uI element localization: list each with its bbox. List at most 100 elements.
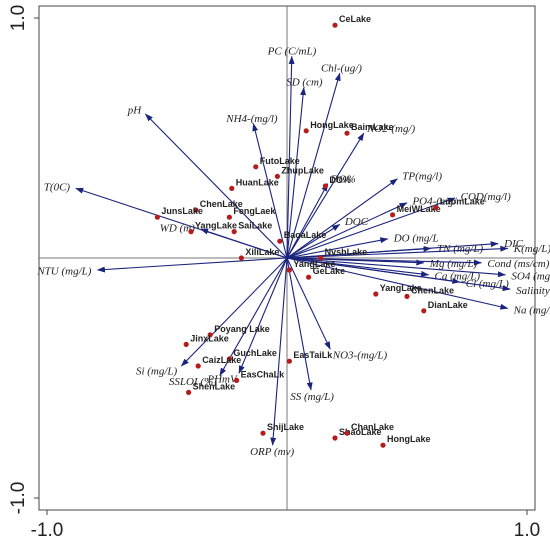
vector-label: Ca (mg/L) (435, 271, 481, 283)
site-point (433, 205, 439, 211)
vector-label: Cond (ms/cm) (487, 258, 549, 270)
site-point (286, 358, 292, 364)
vector-arrow (286, 245, 432, 259)
vector-label: Na (mg/L) (513, 305, 550, 317)
vector-label: Cl (mg/L) (466, 278, 509, 290)
vector-label: pH (127, 105, 143, 117)
vector-label: NO2-(mg/) (366, 123, 416, 135)
site-point (318, 255, 324, 261)
vector-arrow (200, 228, 288, 259)
vector-label: NO3-(mg/L) (332, 350, 388, 362)
vector-label: TP(mg/l) (402, 170, 442, 182)
site-label: EasTaiLk (293, 350, 333, 360)
site-label: JunsLake (161, 206, 203, 216)
site-label: ChenLake (200, 199, 243, 209)
site-point (154, 214, 160, 220)
vector-arrow (238, 257, 288, 374)
vector-label: NTU (mg/L) (36, 265, 91, 277)
site-label: YangLake (195, 221, 237, 231)
site-point (226, 214, 232, 220)
site-point (195, 363, 201, 369)
site-point (322, 183, 328, 189)
site-point (229, 185, 235, 191)
site-label: DO% (329, 175, 351, 185)
site-label: Poyang Lake (214, 324, 270, 334)
vector-arrow (286, 237, 389, 259)
vector-arrow (286, 55, 295, 259)
site-label: LuomLake (440, 197, 485, 207)
site-label: EasChaLk (241, 369, 286, 379)
vector-label: Mg (mg/L) (429, 258, 478, 270)
vector-arrow (286, 257, 509, 310)
site-point (303, 128, 309, 134)
site-point (390, 212, 396, 218)
x-tick-label: -1.0 (31, 520, 64, 541)
site-label: ChenLake (411, 285, 454, 295)
site-point (421, 308, 427, 314)
vector-label: DOC (344, 216, 369, 228)
vector-label: DO% (330, 173, 356, 185)
site-label: ShenLake (193, 381, 236, 391)
site-point (286, 267, 292, 273)
vector-label: COD(mg/l) (461, 191, 511, 203)
vector-label: NH4-(mg/l) (225, 113, 278, 125)
site-label: GeLake (313, 266, 346, 276)
site-point (344, 130, 350, 136)
vector-arrow (286, 257, 511, 292)
vector-label: SSLOI (%) (169, 376, 217, 388)
site-label: FutoLake (260, 156, 300, 166)
site-point (231, 229, 237, 235)
site-point (373, 291, 379, 297)
vector-arrow (286, 72, 341, 259)
vector-label: DIC (503, 238, 524, 250)
site-label: JinxLake (190, 333, 229, 343)
vector-label: Salinity (‰) (516, 285, 550, 297)
vector-arrow (286, 257, 331, 350)
site-label: NvshLake (325, 247, 368, 257)
site-point (226, 356, 232, 362)
vector-label: PHmV (206, 374, 238, 386)
site-point (260, 430, 266, 436)
vector-label: Chl-(ug/) (321, 62, 362, 74)
site-label: HongLake (387, 434, 431, 444)
vector-arrow (286, 257, 506, 278)
vector-arrow (270, 257, 288, 446)
site-point (207, 332, 213, 338)
site-label: DianLake (428, 300, 468, 310)
site-label: YangLake (293, 259, 335, 269)
vector-label: PC (C/mL) (267, 45, 317, 57)
vector-label: DO (mg/L (393, 233, 439, 245)
site-label: HongLake (310, 120, 354, 130)
site-point (234, 377, 240, 383)
vector-label: K(mg/L) (513, 243, 550, 255)
vector-arrow (286, 197, 456, 259)
ticks-layer: -1.0 1.0 1.0 -1.0 (8, 5, 540, 541)
y-tick-label: -1.0 (8, 482, 29, 515)
x-tick-label: 1.0 (514, 520, 540, 541)
site-label: YangLake (380, 283, 422, 293)
site-label: FengLaek (233, 206, 276, 216)
site-point (193, 207, 199, 213)
site-label: CeLake (339, 14, 371, 24)
site-point (238, 255, 244, 261)
vector-label: SO4 (mg/L) (511, 270, 550, 282)
vector-arrow (286, 183, 329, 259)
vector-arrow (219, 257, 288, 377)
vector-arrow (145, 113, 288, 259)
site-point (253, 164, 259, 170)
vector-arrow (252, 123, 288, 259)
site-point (183, 341, 189, 347)
vector-label: TN (mg/L) (437, 243, 483, 255)
site-point (186, 389, 192, 395)
site-point (380, 442, 386, 448)
vector-arrow (286, 202, 408, 259)
site-label: ShijLake (267, 422, 304, 432)
vector-label: WD (m) (160, 222, 195, 234)
vector-label: SS (mg/L) (290, 391, 334, 403)
site-point (344, 430, 350, 436)
site-label: CaizLake (202, 355, 241, 365)
y-tick-label: 1.0 (8, 5, 29, 31)
site-point (274, 173, 280, 179)
vectors-layer: PC (C/mL) Chl-(ug/) SD (cm) pH NH4-(mg/l) NO2… (36, 45, 550, 458)
site-label: BaimLake (351, 122, 394, 132)
